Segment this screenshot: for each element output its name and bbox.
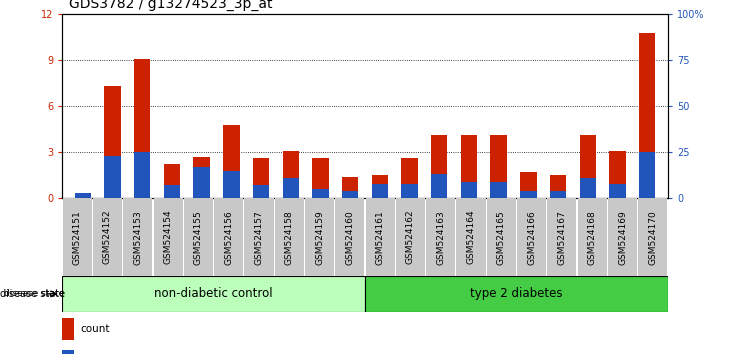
Bar — [153, 198, 182, 276]
Bar — [550, 191, 566, 198]
Bar — [62, 318, 74, 340]
Bar — [63, 198, 92, 276]
Bar — [402, 158, 418, 198]
Bar — [580, 178, 596, 198]
Bar — [548, 198, 577, 276]
Bar — [461, 135, 477, 198]
Bar — [580, 135, 596, 198]
Bar — [461, 182, 477, 198]
Text: GSM524169: GSM524169 — [618, 210, 627, 264]
Text: GSM524156: GSM524156 — [224, 210, 233, 264]
Bar — [520, 172, 537, 198]
Text: GDS3782 / g13274523_3p_at: GDS3782 / g13274523_3p_at — [69, 0, 273, 11]
Text: GSM524159: GSM524159 — [315, 210, 324, 264]
Bar — [104, 156, 120, 198]
Text: GSM524158: GSM524158 — [285, 210, 293, 264]
Text: GSM524151: GSM524151 — [73, 210, 82, 264]
Text: GSM524170: GSM524170 — [648, 210, 657, 264]
Bar — [193, 157, 210, 198]
Text: type 2 diabetes: type 2 diabetes — [470, 287, 563, 300]
Text: GSM524168: GSM524168 — [588, 210, 596, 264]
Bar — [62, 350, 74, 354]
Bar — [335, 198, 364, 276]
Bar — [214, 198, 243, 276]
Bar — [134, 59, 150, 198]
Bar — [372, 183, 388, 198]
Bar — [491, 182, 507, 198]
Bar — [184, 198, 213, 276]
Text: GSM524157: GSM524157 — [255, 210, 264, 264]
Bar — [365, 276, 668, 312]
Bar — [312, 158, 328, 198]
Bar — [342, 191, 358, 198]
Bar — [520, 191, 537, 198]
Bar — [550, 175, 566, 198]
Bar — [164, 185, 180, 198]
Bar — [517, 198, 546, 276]
Bar — [223, 125, 239, 198]
Text: GSM524161: GSM524161 — [376, 210, 385, 264]
Bar — [639, 152, 656, 198]
Bar — [193, 167, 210, 198]
Bar — [253, 158, 269, 198]
Bar — [123, 198, 153, 276]
Bar — [610, 151, 626, 198]
Text: GSM524165: GSM524165 — [497, 210, 506, 264]
Bar — [426, 198, 456, 276]
Bar — [491, 135, 507, 198]
Bar — [305, 198, 334, 276]
Text: non-diabetic control: non-diabetic control — [154, 287, 273, 300]
Bar — [610, 183, 626, 198]
Bar — [608, 198, 637, 276]
Bar — [274, 198, 304, 276]
Text: GSM524164: GSM524164 — [466, 210, 475, 264]
Bar — [342, 177, 358, 198]
Bar — [223, 171, 239, 198]
Bar — [134, 152, 150, 198]
Bar — [283, 178, 299, 198]
Bar — [456, 198, 485, 276]
Bar — [74, 194, 91, 198]
Bar — [487, 198, 516, 276]
Text: disease state: disease state — [4, 289, 64, 298]
Text: GSM524163: GSM524163 — [437, 210, 445, 264]
Text: count: count — [80, 324, 110, 334]
Text: disease state: disease state — [0, 289, 65, 299]
Text: GSM524167: GSM524167 — [558, 210, 566, 264]
Bar — [74, 193, 91, 198]
Text: GSM524154: GSM524154 — [164, 210, 172, 264]
Bar — [283, 151, 299, 198]
Bar — [164, 165, 180, 198]
Bar — [312, 189, 328, 198]
Bar — [396, 198, 425, 276]
Bar — [577, 198, 607, 276]
Text: GSM524160: GSM524160 — [345, 210, 354, 264]
Bar — [366, 198, 395, 276]
Text: GSM524166: GSM524166 — [527, 210, 536, 264]
Bar — [245, 198, 274, 276]
Bar — [639, 33, 656, 198]
Bar — [431, 174, 447, 198]
Bar — [93, 198, 122, 276]
Text: GSM524155: GSM524155 — [194, 210, 203, 264]
Bar — [62, 276, 365, 312]
Bar — [372, 175, 388, 198]
Bar — [104, 86, 120, 198]
Text: GSM524153: GSM524153 — [134, 210, 142, 264]
Bar — [402, 183, 418, 198]
Bar — [431, 135, 447, 198]
Text: GSM524152: GSM524152 — [103, 210, 112, 264]
Bar — [253, 185, 269, 198]
Bar — [638, 198, 667, 276]
Text: GSM524162: GSM524162 — [406, 210, 415, 264]
